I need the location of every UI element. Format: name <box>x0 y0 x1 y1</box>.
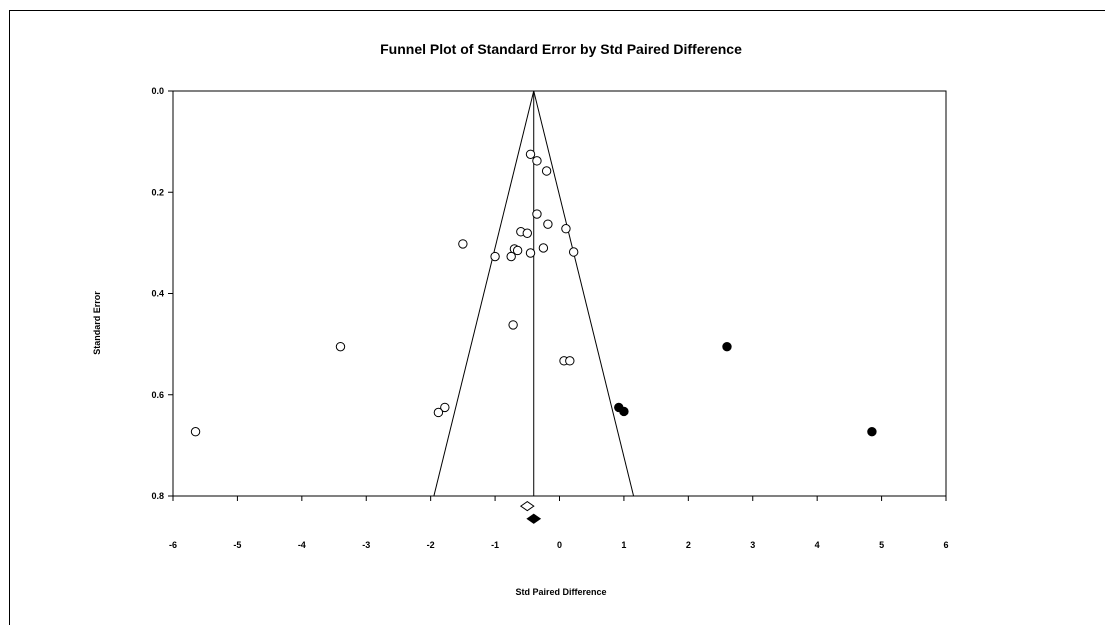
x-tick-label: 1 <box>621 540 626 550</box>
x-tick-label: -5 <box>233 540 241 550</box>
x-tick-label: 4 <box>815 540 820 550</box>
x-tick-label: -6 <box>169 540 177 550</box>
x-tick-label: -1 <box>491 540 499 550</box>
open-point <box>538 243 549 253</box>
x-axis-ticks: -6 -5 -4 -3 -2 -1 0 1 2 3 4 5 6 <box>169 496 949 550</box>
summary-diamonds <box>519 501 542 524</box>
open-point <box>512 245 523 256</box>
x-tick-label: 5 <box>879 540 884 550</box>
open-point <box>541 166 552 176</box>
open-point <box>506 251 516 262</box>
funnel-left-line <box>433 90 535 497</box>
filled-point <box>722 341 732 352</box>
open-point <box>458 239 468 249</box>
open-point <box>532 156 542 166</box>
filled-point <box>619 406 629 417</box>
open-summary-diamond <box>519 501 535 512</box>
y-tick-label: 0.6 <box>151 390 164 400</box>
x-tick-label: -3 <box>362 540 370 550</box>
y-tick-label: 0.2 <box>151 187 164 197</box>
open-point <box>543 219 553 229</box>
chart-title: Funnel Plot of Standard Error by Std Pai… <box>380 41 742 57</box>
open-point <box>335 341 346 352</box>
open-point <box>525 248 536 258</box>
x-tick-label: 6 <box>943 540 948 550</box>
x-tick-label: 0 <box>557 540 562 550</box>
filled-summary-diamond <box>526 513 542 524</box>
y-tick-label: 0.4 <box>151 289 164 299</box>
open-point <box>532 209 542 219</box>
y-tick-label: 0.0 <box>151 86 164 96</box>
x-tick-label: 2 <box>686 540 691 550</box>
y-axis-ticks: 0.0 0.2 0.4 0.6 0.8 <box>151 86 173 501</box>
x-tick-label: -2 <box>427 540 435 550</box>
funnel-right-line <box>533 90 635 497</box>
open-point <box>561 224 571 234</box>
filled-point <box>867 427 877 437</box>
x-tick-label: -4 <box>298 540 306 550</box>
open-point <box>568 247 579 257</box>
open-point <box>508 320 518 330</box>
open-point <box>490 251 500 262</box>
data-points <box>190 149 877 437</box>
y-axis-label: Standard Error <box>92 291 102 355</box>
open-point <box>433 407 444 418</box>
x-tick-label: 3 <box>750 540 755 550</box>
open-point <box>522 228 532 238</box>
y-tick-label: 0.8 <box>151 491 164 501</box>
open-point <box>565 356 575 366</box>
open-point <box>525 149 536 159</box>
x-axis-label: Std Paired Difference <box>515 587 606 597</box>
open-point <box>190 427 201 437</box>
open-point <box>440 402 450 413</box>
